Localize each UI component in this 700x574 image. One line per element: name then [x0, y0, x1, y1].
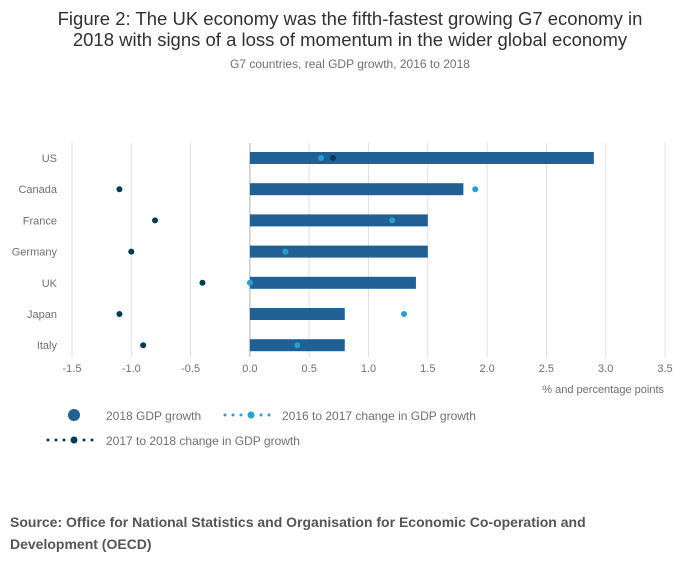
x-tick-label: -1.0 — [122, 363, 141, 375]
x-tick-label: -0.5 — [181, 363, 200, 375]
x-tick-label: 0.0 — [242, 363, 257, 375]
dot-2017-2018-us[interactable] — [329, 155, 336, 161]
legend-swatch-dot — [247, 411, 255, 419]
legend-label-2018-gdp-growth: 2018 GDP growth — [106, 409, 201, 423]
legend-swatch-dot — [239, 413, 243, 417]
dot-2016-2017-uk[interactable] — [246, 279, 253, 286]
legend-label-2016-2017-change: 2016 to 2017 change in GDP growth — [282, 409, 476, 423]
dot-2017-2018-france[interactable] — [152, 217, 159, 224]
x-tick-label: 3.5 — [657, 363, 672, 375]
legend: 2018 GDP growth 2016 to 2017 change in G… — [46, 409, 476, 448]
legend-swatch-dot — [62, 438, 66, 442]
y-tick-label-france: France — [23, 215, 57, 227]
x-tick-label: 2.5 — [539, 363, 554, 375]
gridlines — [71, 143, 666, 357]
legend-swatch-dot — [70, 436, 78, 444]
x-tick-label: 3.0 — [598, 363, 613, 375]
legend-item-2016-2017-change[interactable]: 2016 to 2017 change in GDP growth — [223, 409, 476, 423]
bar-germany[interactable] — [249, 245, 428, 258]
dot-2017-2018-canada[interactable] — [116, 186, 123, 193]
legend-swatch-dot — [259, 413, 263, 417]
x-axis-title: % and percentage points — [542, 384, 664, 396]
legend-swatch-dot — [82, 438, 86, 442]
y-tick-label-italy: Italy — [37, 340, 58, 352]
legend-label-2017-2018-change: 2017 to 2018 change in GDP growth — [106, 434, 300, 448]
y-tick-label-uk: UK — [42, 278, 58, 290]
dot-2016-2017-germany[interactable] — [282, 248, 289, 255]
legend-swatch-dot — [46, 438, 50, 442]
legend-item-2017-2018-change[interactable]: 2017 to 2018 change in GDP growth — [46, 434, 300, 448]
change-dots — [116, 155, 479, 349]
y-tick-label-canada: Canada — [18, 184, 57, 196]
dot-2017-2018-japan[interactable] — [116, 311, 123, 317]
source-note: Source: Office for National Statistics a… — [10, 514, 586, 552]
bar-canada[interactable] — [249, 183, 464, 196]
x-tick-label: 2.0 — [479, 363, 494, 375]
legend-swatch-dot — [54, 438, 58, 442]
legend-swatch-bar — [68, 409, 80, 421]
chart-subtitle: G7 countries, real GDP growth, 2016 to 2… — [230, 57, 470, 71]
y-tick-label-germany: Germany — [12, 247, 58, 259]
legend-swatch-dot — [90, 438, 94, 442]
legend-swatch-dot — [231, 413, 235, 417]
x-tick-label: -1.5 — [63, 363, 82, 375]
legend-item-2018-gdp-growth[interactable]: 2018 GDP growth — [68, 409, 201, 423]
bar-uk[interactable] — [249, 276, 416, 289]
dot-2017-2018-germany[interactable] — [128, 248, 135, 255]
axis-labels: -1.5 -1.0 -0.5 0.0 0.5 1.0 1.5 2.0 2.5 3.0 3.5 US Ca… — [12, 153, 673, 375]
x-tick-label: 1.0 — [361, 363, 376, 375]
dot-2016-2017-canada[interactable] — [472, 186, 479, 193]
y-tick-label-us: US — [42, 153, 57, 165]
bar-japan[interactable] — [249, 308, 345, 320]
chart-title-line-1: Figure 2: The UK economy was the fifth-f… — [57, 8, 643, 29]
legend-swatch-dot — [267, 413, 271, 417]
dot-2016-2017-japan[interactable] — [401, 311, 408, 317]
y-tick-label-japan: Japan — [27, 309, 57, 321]
gdp-growth-chart: -1.5 -1.0 -0.5 0.0 0.5 1.0 1.5 2.0 2.5 3.0 3.5 US Ca… — [12, 143, 673, 448]
chart-title-line-2: 2018 with signs of a loss of momentum in… — [72, 29, 628, 50]
bar-us[interactable] — [249, 152, 594, 164]
dot-2016-2017-italy[interactable] — [294, 342, 301, 349]
bars-2018-gdp-growth — [249, 152, 594, 352]
chart-title: Figure 2: The UK economy was the fifth-f… — [0, 8, 700, 50]
bar-france[interactable] — [249, 214, 428, 227]
x-tick-label: 1.5 — [420, 363, 435, 375]
dot-2017-2018-italy[interactable] — [140, 342, 147, 349]
x-tick-label: 0.5 — [302, 363, 317, 375]
dot-2016-2017-us[interactable] — [318, 155, 325, 161]
dot-2017-2018-uk[interactable] — [199, 279, 206, 286]
legend-swatch-dot — [223, 413, 227, 417]
dot-2016-2017-france[interactable] — [389, 217, 396, 224]
